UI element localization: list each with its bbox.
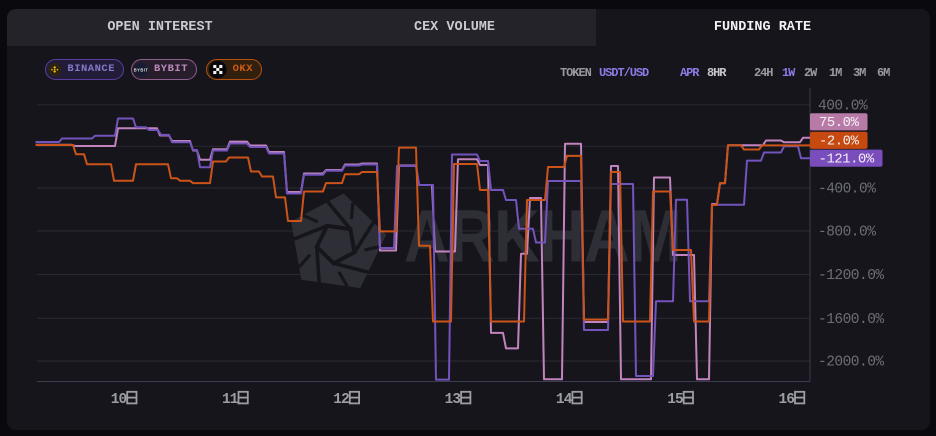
svg-text:-800.0%: -800.0% xyxy=(818,225,876,241)
svg-text:-121.0%: -121.0% xyxy=(819,153,875,168)
svg-text:10: 10 xyxy=(111,392,127,408)
svg-text:16: 16 xyxy=(779,392,795,408)
svg-text:BYBIT: BYBIT xyxy=(134,67,148,72)
svg-text:-2000.0%: -2000.0% xyxy=(818,355,884,371)
svg-text:400.0%: 400.0% xyxy=(818,98,868,114)
svg-text:-2.0%: -2.0% xyxy=(819,135,860,150)
svg-text:12: 12 xyxy=(333,392,349,408)
svg-text:13: 13 xyxy=(445,392,461,408)
svg-text:-400.0%: -400.0% xyxy=(818,182,876,198)
svg-text:15: 15 xyxy=(667,392,683,408)
svg-text:75.0%: 75.0% xyxy=(819,116,860,131)
svg-text:-1200.0%: -1200.0% xyxy=(818,268,884,284)
svg-text:11: 11 xyxy=(222,392,239,408)
svg-text:-1600.0%: -1600.0% xyxy=(818,312,884,328)
svg-text:14: 14 xyxy=(556,392,573,408)
